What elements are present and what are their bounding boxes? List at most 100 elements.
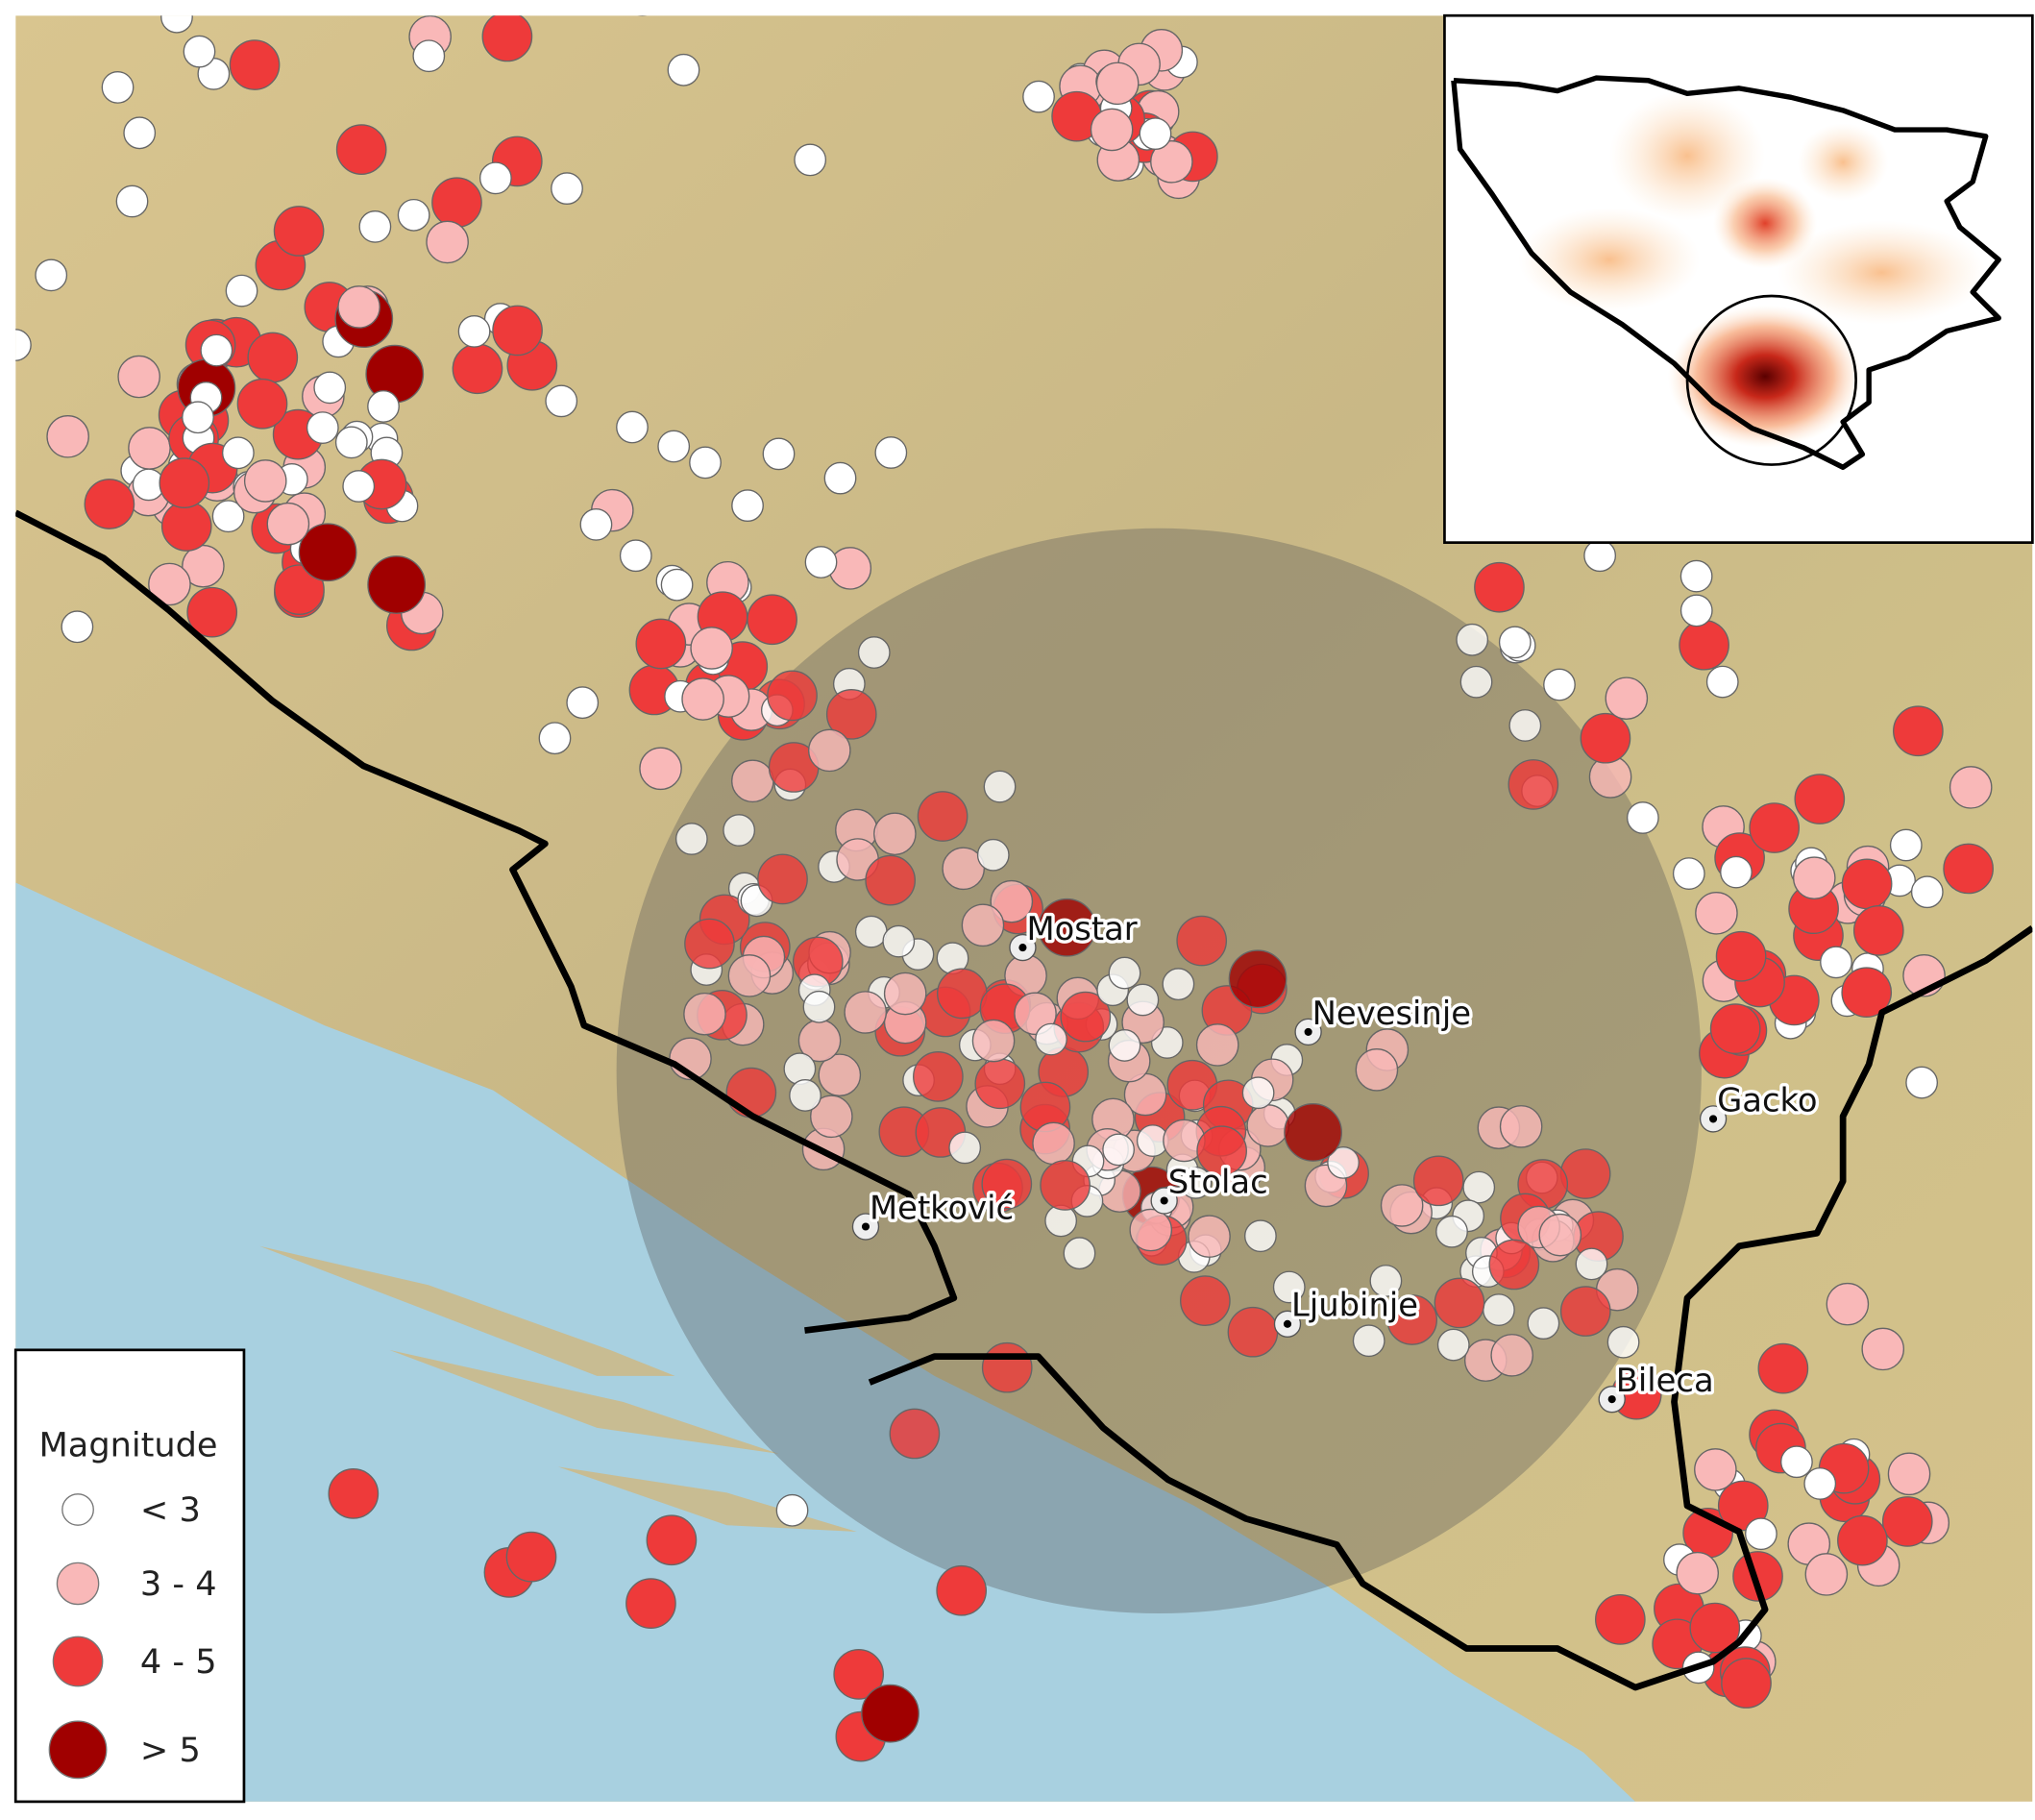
city-dot bbox=[1283, 1319, 1292, 1328]
earthquake bbox=[1841, 967, 1893, 1019]
earthquake bbox=[182, 401, 214, 434]
city-label: Stolac bbox=[1168, 1163, 1268, 1200]
earthquake bbox=[731, 759, 774, 803]
earthquake bbox=[335, 124, 387, 175]
earthquake bbox=[1412, 1155, 1464, 1207]
earthquake bbox=[551, 172, 583, 206]
earthquake bbox=[1436, 1328, 1470, 1362]
earthquake bbox=[1162, 968, 1195, 1001]
earthquake bbox=[1780, 1445, 1813, 1479]
earthquake bbox=[775, 1493, 809, 1527]
earthquake bbox=[1695, 891, 1738, 935]
earthquake bbox=[101, 71, 135, 104]
earthquake bbox=[1943, 843, 1994, 895]
earthquake bbox=[337, 285, 380, 329]
earthquake bbox=[1527, 1307, 1560, 1340]
earthquake bbox=[247, 332, 299, 383]
earthquake bbox=[1129, 1208, 1173, 1252]
earthquake bbox=[159, 457, 210, 508]
earthquake bbox=[183, 35, 216, 68]
legend-symbol bbox=[48, 1720, 108, 1780]
earthquake bbox=[1721, 1658, 1772, 1709]
earthquake bbox=[478, 161, 512, 195]
earthquake bbox=[1490, 1334, 1533, 1377]
earthquake bbox=[936, 1564, 988, 1616]
earthquake bbox=[1676, 1551, 1719, 1595]
earthquake bbox=[1508, 709, 1542, 742]
earthquake bbox=[84, 479, 135, 529]
earthquake bbox=[1881, 1496, 1933, 1547]
earthquake bbox=[889, 1408, 941, 1460]
city-dot bbox=[1709, 1115, 1718, 1123]
earthquake bbox=[976, 838, 1010, 872]
legend-label: < 3 bbox=[140, 1490, 201, 1530]
earthquake bbox=[505, 1531, 557, 1583]
earthquake bbox=[690, 627, 733, 670]
earthquake bbox=[1893, 705, 1944, 757]
earthquake bbox=[1459, 665, 1493, 699]
earthquake bbox=[1179, 1166, 1213, 1199]
inset-map bbox=[1443, 13, 2034, 544]
earthquake bbox=[833, 1649, 885, 1700]
earthquake bbox=[1679, 619, 1729, 671]
earthquake bbox=[35, 258, 68, 292]
earthquake bbox=[481, 15, 533, 62]
earthquake bbox=[674, 823, 708, 855]
earthquake bbox=[1035, 1022, 1067, 1056]
earthquake bbox=[883, 971, 927, 1016]
earthquake bbox=[857, 636, 891, 669]
earthquake bbox=[762, 437, 796, 471]
legend-symbol bbox=[56, 1562, 100, 1606]
earthquake bbox=[1102, 1133, 1136, 1167]
earthquake bbox=[1060, 991, 1112, 1043]
earthquake bbox=[1228, 949, 1287, 1009]
earthquake bbox=[635, 618, 687, 670]
earthquake bbox=[818, 1053, 862, 1097]
earthquake bbox=[1861, 1327, 1905, 1371]
earthquake bbox=[1499, 1105, 1543, 1148]
earthquake bbox=[274, 564, 325, 616]
earthquake bbox=[1749, 802, 1801, 853]
earthquake bbox=[1032, 1121, 1075, 1166]
earthquake bbox=[1575, 1247, 1608, 1281]
earthquake bbox=[1803, 1467, 1837, 1500]
earthquake bbox=[1905, 1066, 1939, 1099]
earthquake bbox=[1594, 1594, 1646, 1645]
earthquake bbox=[783, 1052, 817, 1086]
earthquake bbox=[1689, 1602, 1741, 1654]
earthquake bbox=[225, 274, 258, 307]
earthquake bbox=[1090, 108, 1134, 152]
earthquake bbox=[1626, 801, 1659, 834]
earthquake bbox=[123, 116, 157, 150]
earthquake bbox=[667, 53, 700, 86]
earthquake bbox=[731, 489, 764, 523]
earthquake bbox=[639, 747, 682, 791]
earthquake bbox=[1038, 898, 1096, 957]
earthquake bbox=[747, 594, 797, 646]
earthquake bbox=[1483, 1293, 1515, 1326]
earthquake bbox=[298, 523, 357, 582]
earthquake bbox=[1244, 1219, 1277, 1253]
earthquake bbox=[200, 333, 233, 367]
earthquake bbox=[243, 459, 287, 503]
search-radius bbox=[616, 528, 1702, 1614]
earthquake bbox=[182, 544, 225, 588]
earthquake bbox=[452, 343, 503, 395]
earthquake bbox=[1386, 1294, 1438, 1345]
earthquake bbox=[1757, 1342, 1809, 1394]
earthquake bbox=[457, 314, 491, 348]
earthquake bbox=[683, 992, 726, 1036]
earthquake bbox=[981, 1341, 1033, 1393]
earthquake bbox=[273, 206, 325, 257]
city-label: Nevesinje bbox=[1312, 995, 1471, 1032]
border bbox=[868, 925, 2033, 1691]
earthquake bbox=[61, 610, 94, 644]
earthquake bbox=[948, 1131, 982, 1165]
city-label: Gacko bbox=[1717, 1081, 1817, 1119]
earthquake bbox=[367, 555, 427, 614]
earthquake bbox=[1720, 855, 1753, 889]
city-label: Ljubinje bbox=[1291, 1287, 1418, 1324]
earthquake bbox=[1543, 668, 1576, 701]
earthquake bbox=[1063, 1237, 1096, 1270]
earthquake bbox=[660, 568, 694, 602]
